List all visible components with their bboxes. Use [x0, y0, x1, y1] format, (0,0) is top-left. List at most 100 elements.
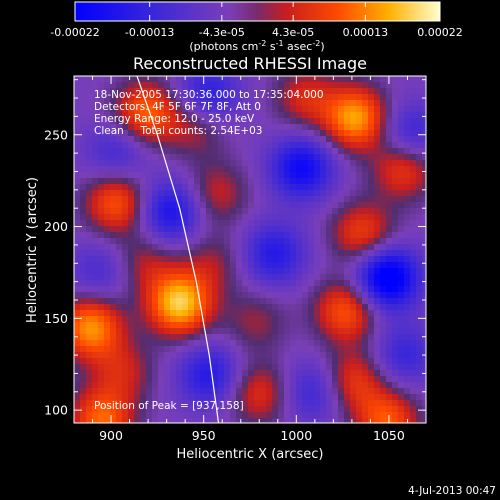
heatmap-cell: [230, 364, 237, 371]
heatmap-cell: [284, 142, 291, 149]
heatmap-cell: [362, 94, 369, 101]
heatmap-cell: [110, 280, 117, 287]
heatmap-cell: [380, 178, 387, 185]
heatmap-cell: [212, 142, 219, 149]
heatmap-cell: [248, 148, 255, 155]
heatmap-cell: [362, 274, 369, 281]
heatmap-cell: [302, 124, 309, 131]
heatmap-cell: [260, 202, 267, 209]
heatmap-cell: [194, 382, 201, 389]
heatmap-cell: [248, 130, 255, 137]
heatmap-cell: [242, 220, 249, 227]
heatmap-cell: [92, 178, 99, 185]
heatmap-cell: [278, 94, 285, 101]
heatmap-cell: [188, 280, 195, 287]
heatmap-cell: [128, 358, 135, 365]
heatmap-cell: [404, 166, 411, 173]
heatmap-cell: [398, 292, 405, 299]
heatmap-cell: [146, 262, 153, 269]
heatmap-cell: [416, 160, 423, 167]
heatmap-cell: [116, 184, 123, 191]
heatmap-cell: [98, 280, 105, 287]
heatmap-cell: [200, 304, 207, 311]
heatmap-cell: [140, 340, 147, 347]
heatmap-cell: [398, 256, 405, 263]
heatmap-cell: [194, 142, 201, 149]
heatmap-cell: [380, 346, 387, 353]
heatmap-cell: [110, 76, 117, 83]
heatmap-cell: [332, 184, 339, 191]
heatmap-cell: [278, 292, 285, 299]
heatmap-cell: [380, 196, 387, 203]
heatmap-cell: [80, 328, 87, 335]
heatmap-cell: [374, 268, 381, 275]
heatmap-cell: [242, 286, 249, 293]
heatmap-cell: [152, 364, 159, 371]
heatmap-cell: [272, 310, 279, 317]
heatmap-cell: [116, 202, 123, 209]
heatmap-cell: [242, 340, 249, 347]
heatmap-cell: [344, 88, 351, 95]
heatmap-cell: [116, 268, 123, 275]
heatmap-cell: [314, 112, 321, 119]
y-tick-label: 100: [44, 403, 68, 418]
heatmap-cell: [350, 178, 357, 185]
heatmap-cell: [230, 298, 237, 305]
heatmap-cell: [128, 100, 135, 107]
heatmap-cell: [212, 292, 219, 299]
heatmap-cell: [296, 142, 303, 149]
heatmap-cell: [170, 178, 177, 185]
heatmap-cell: [242, 376, 249, 383]
heatmap-cell: [380, 268, 387, 275]
heatmap-cell: [134, 322, 141, 329]
heatmap-cell: [368, 370, 375, 377]
heatmap-cell: [218, 292, 225, 299]
heatmap-cell: [128, 334, 135, 341]
heatmap-cell: [74, 262, 81, 269]
heatmap-cell: [80, 370, 87, 377]
heatmap-cell: [242, 352, 249, 359]
heatmap-cell: [188, 292, 195, 299]
heatmap-cell: [392, 172, 399, 179]
heatmap-cell: [326, 124, 333, 131]
heatmap-cell: [236, 250, 243, 257]
heatmap-cell: [290, 178, 297, 185]
heatmap-cell: [260, 148, 267, 155]
heatmap-cell: [290, 76, 297, 83]
heatmap-cell: [158, 388, 165, 395]
heatmap-cell: [236, 316, 243, 323]
heatmap-cell: [272, 178, 279, 185]
heatmap-cell: [320, 400, 327, 407]
heatmap-cell: [188, 220, 195, 227]
heatmap-cell: [296, 310, 303, 317]
heatmap-cell: [296, 130, 303, 137]
heatmap-cell: [398, 250, 405, 257]
heatmap-cell: [176, 400, 183, 407]
heatmap-cell: [104, 286, 111, 293]
heatmap-cell: [422, 172, 426, 179]
heatmap-cell: [236, 292, 243, 299]
heatmap-cell: [164, 220, 171, 227]
heatmap-cell: [224, 142, 231, 149]
heatmap-cell: [410, 388, 417, 395]
heatmap-cell: [224, 322, 231, 329]
heatmap-cell: [302, 394, 309, 401]
heatmap-cell: [398, 202, 405, 209]
heatmap-cell: [254, 370, 261, 377]
heatmap-cell: [128, 352, 135, 359]
heatmap-cell: [338, 148, 345, 155]
heatmap-cell: [404, 112, 411, 119]
heatmap-cell: [92, 250, 99, 257]
heatmap-cell: [224, 394, 231, 401]
heatmap-cell: [296, 262, 303, 269]
heatmap-cell: [320, 166, 327, 173]
heatmap-cell: [80, 280, 87, 287]
heatmap-cell: [416, 274, 423, 281]
heatmap-cell: [122, 106, 129, 113]
heatmap-cell: [326, 190, 333, 197]
heatmap-cell: [404, 202, 411, 209]
heatmap-cell: [338, 382, 345, 389]
heatmap-cell: [320, 418, 327, 423]
heatmap-cell: [128, 136, 135, 143]
heatmap-cell: [248, 184, 255, 191]
